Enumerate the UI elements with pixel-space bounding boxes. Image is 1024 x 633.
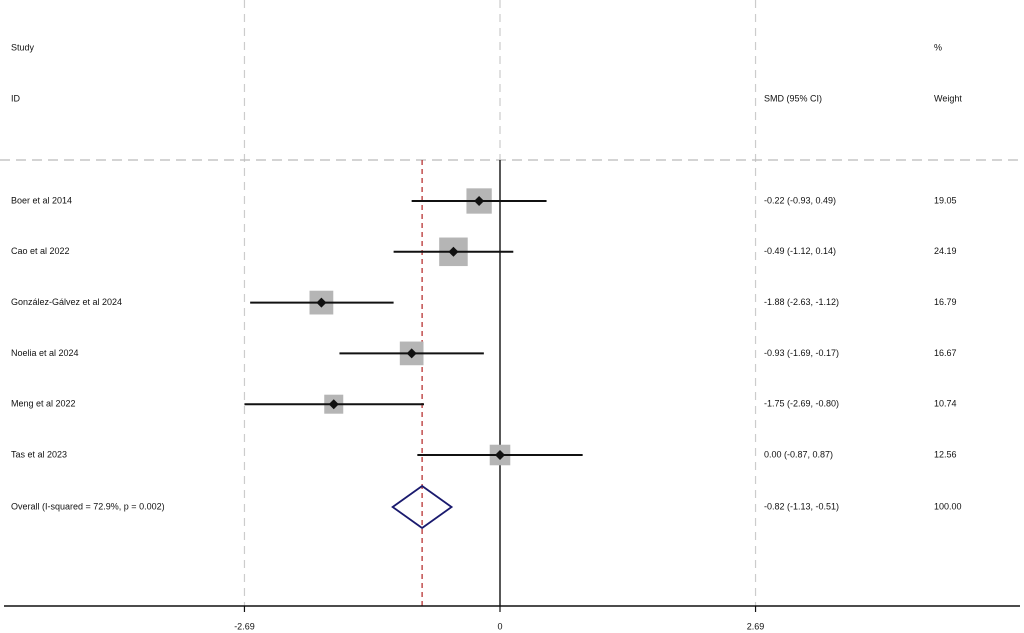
header-weight: Weight [934,93,962,103]
point-estimate [316,297,327,308]
study-label: Noelia et al 2024 [11,348,79,358]
study-weight-text: 16.67 [934,348,957,358]
study-ci-text: 0.00 (-0.87, 0.87) [764,449,833,459]
study-weight-text: 12.56 [934,449,957,459]
point-estimate [474,196,485,206]
study-label: Cao et al 2022 [11,246,70,256]
x-tick-label: 2.69 [747,621,765,631]
study-weight-text: 16.79 [934,297,957,307]
header-effect: SMD (95% CI) [764,93,822,103]
overall-label: Overall (I-squared = 72.9%, p = 0.002) [11,501,165,511]
study-ci-text: -1.75 (-2.69, -0.80) [764,399,839,409]
overall-ci-text: -0.82 (-1.13, -0.51) [764,501,839,511]
header-percent: % [934,42,942,52]
x-tick-label: 0 [497,621,502,631]
point-estimate [406,348,417,359]
overall-weight-text: 100.00 [934,501,962,511]
study-weight-text: 19.05 [934,195,957,205]
point-estimate [495,450,505,460]
x-tick-label: -2.69 [234,621,255,631]
study-label: Meng et al 2022 [11,399,76,409]
study-weight-text: 24.19 [934,246,957,256]
point-estimate [448,246,459,257]
study-ci-text: -0.93 (-1.69, -0.17) [764,348,839,358]
study-label: Boer et al 2014 [11,195,72,205]
study-label: Tas et al 2023 [11,449,67,459]
point-estimate [328,399,339,410]
study-ci-text: -0.22 (-0.93, 0.49) [764,195,836,205]
study-ci-text: -1.88 (-2.63, -1.12) [764,297,839,307]
study-weight-text: 10.74 [934,399,957,409]
header-id: ID [11,93,21,103]
study-label: González-Gálvez et al 2024 [11,297,122,307]
header-study: Study [11,42,35,52]
study-ci-text: -0.49 (-1.12, 0.14) [764,246,836,256]
overall-diamond [391,484,454,530]
